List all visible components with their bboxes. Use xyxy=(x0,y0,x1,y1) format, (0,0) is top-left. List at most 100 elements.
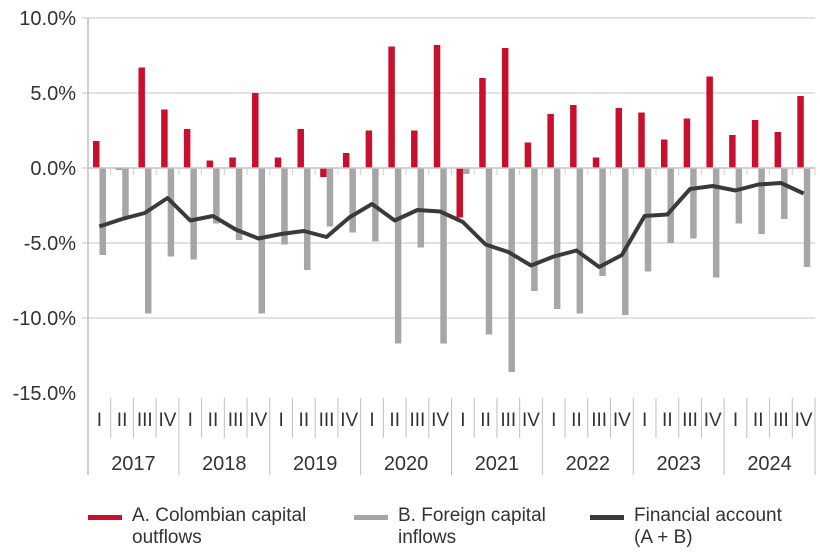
outflow-bar xyxy=(411,130,418,168)
year-label: 2017 xyxy=(111,453,156,475)
quarter-label: III xyxy=(137,410,153,431)
y-tick-label: 10.0% xyxy=(19,8,76,30)
outflow-bar xyxy=(229,157,236,168)
inflow-bar xyxy=(235,168,243,240)
outflow-bar xyxy=(570,105,577,168)
quarter-label: II xyxy=(299,410,310,431)
outflow-bar xyxy=(638,112,645,168)
inflow-bar xyxy=(303,168,311,270)
quarter-label: IV xyxy=(431,410,449,431)
quarter-label: II xyxy=(389,410,400,431)
quarter-label: IV xyxy=(704,410,722,431)
inflow-bar xyxy=(622,168,629,315)
year-label: 2022 xyxy=(566,453,611,475)
outflow-bar xyxy=(774,132,782,168)
legend-label: A. Colombian capital xyxy=(132,505,307,526)
outflow-bar xyxy=(138,67,145,168)
quarter-label: I xyxy=(551,410,556,431)
legend-label: (A + B) xyxy=(634,527,693,548)
quarter-label: III xyxy=(773,410,789,431)
inflow-bar xyxy=(553,168,561,309)
inflow-bar xyxy=(258,168,266,314)
quarter-label: I xyxy=(460,410,465,431)
outflow-bar xyxy=(524,142,532,168)
quarter-label: II xyxy=(753,410,764,431)
legend-label: Financial account xyxy=(634,505,782,526)
outflow-bar xyxy=(479,78,486,168)
inflow-bar xyxy=(326,168,334,227)
quarter-label: IV xyxy=(795,410,813,431)
quarter-label: IV xyxy=(249,410,267,431)
outflow-bar xyxy=(93,141,100,168)
quarter-label: I xyxy=(733,410,738,431)
inflow-bar xyxy=(213,168,220,224)
inflow-bar xyxy=(599,168,606,276)
inflow-bar xyxy=(712,168,720,278)
y-tick-label: -5.0% xyxy=(24,233,76,255)
quarter-label: IV xyxy=(613,410,631,431)
year-label: 2023 xyxy=(656,453,701,475)
inflow-bar xyxy=(803,168,811,267)
quarter-label: III xyxy=(228,410,244,431)
quarter-label: II xyxy=(480,410,491,431)
quarter-label: II xyxy=(208,410,219,431)
quarter-label: III xyxy=(500,410,516,431)
outflow-bar xyxy=(501,48,509,168)
inflow-bar xyxy=(644,168,652,272)
inflow-bar xyxy=(781,168,788,219)
quarter-label: III xyxy=(591,410,607,431)
outflow-bar xyxy=(660,139,668,168)
outflow-bar xyxy=(388,46,395,168)
quarter-label: II xyxy=(662,410,673,431)
inflow-bar xyxy=(417,168,425,248)
year-label: 2020 xyxy=(384,453,429,475)
outflow-bar xyxy=(342,153,350,168)
outflow-bar xyxy=(433,45,441,168)
quarter-label: II xyxy=(117,410,128,431)
inflow-bar xyxy=(190,168,197,260)
financial-account-line xyxy=(98,181,805,269)
outflow-bar xyxy=(615,108,623,168)
inflow-bar xyxy=(576,168,584,314)
quarter-label: III xyxy=(410,410,426,431)
quarter-label: I xyxy=(369,410,374,431)
outflow-bar xyxy=(706,76,713,168)
inflow-bar xyxy=(735,168,743,224)
y-tick-label: -10.0% xyxy=(13,308,77,330)
quarter-label: II xyxy=(571,410,582,431)
quarter-label: IV xyxy=(159,410,177,431)
quarter-label: I xyxy=(188,410,193,431)
outflow-bar xyxy=(274,157,282,168)
y-tick-label: -15.0% xyxy=(13,383,77,405)
chart: 10.0%5.0%0.0%-5.0%-10.0%-15.0%I II III IV I I… xyxy=(13,8,816,475)
outflow-bar xyxy=(320,168,327,177)
legend-swatch xyxy=(354,515,388,520)
inflow-bar xyxy=(394,168,402,344)
legend-swatch xyxy=(590,515,624,520)
inflow-bar xyxy=(167,168,175,257)
inflow-bar xyxy=(144,168,152,314)
quarter-label: IV xyxy=(340,410,358,431)
year-label: 2021 xyxy=(475,453,520,475)
outflow-bar xyxy=(547,114,554,168)
outflow-bar xyxy=(206,160,214,168)
inflow-bar xyxy=(281,168,288,245)
inflow-bar xyxy=(690,168,697,239)
inflow-bar xyxy=(485,168,493,335)
outflow-bar xyxy=(365,130,373,168)
outflow-bar xyxy=(751,120,759,168)
quarter-label: I xyxy=(97,410,102,431)
outflow-bar xyxy=(729,135,736,168)
outflow-bar xyxy=(183,129,191,168)
outflow-bar xyxy=(252,93,259,168)
inflow-bar xyxy=(667,168,674,243)
outflow-bar xyxy=(456,168,463,218)
year-label: 2018 xyxy=(202,453,247,475)
legend-label: outflows xyxy=(132,527,202,548)
inflow-bar xyxy=(99,168,106,255)
legend-swatch xyxy=(88,515,122,520)
quarter-label: IV xyxy=(522,410,540,431)
legend-label: inflows xyxy=(398,527,457,548)
year-label: 2019 xyxy=(293,453,338,475)
outflow-bar xyxy=(161,109,168,168)
